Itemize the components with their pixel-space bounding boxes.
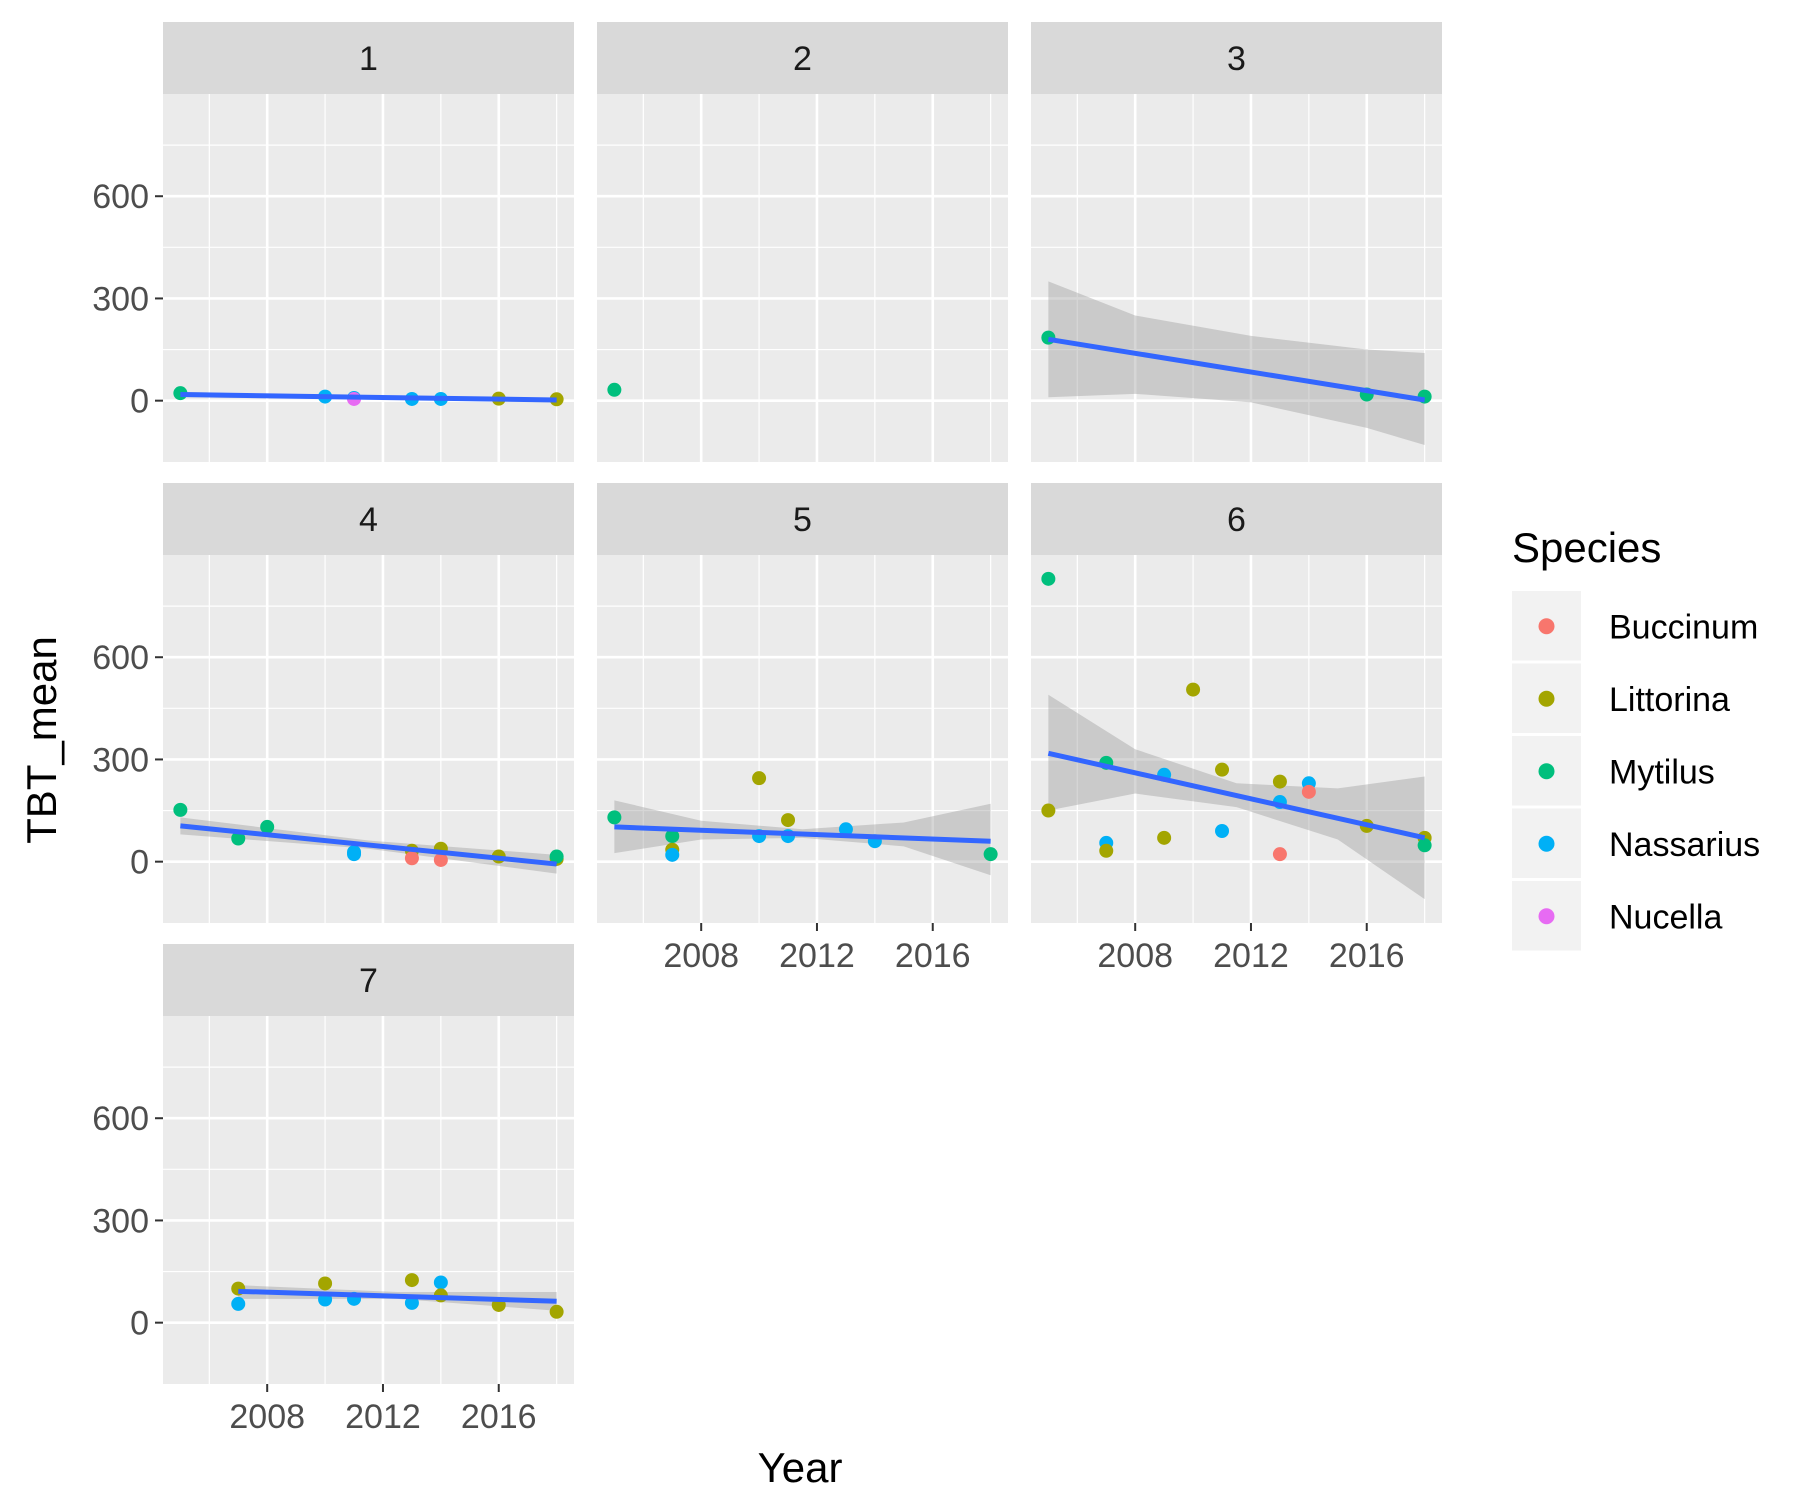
legend: Buccinum Littorina Mytilus Nassarius Nucella bbox=[1512, 591, 1760, 951]
data-point-littorina bbox=[404, 1273, 419, 1288]
y-tick-label: 600 bbox=[92, 1100, 149, 1138]
panel-background bbox=[163, 555, 574, 923]
data-point-mytilus bbox=[173, 802, 188, 817]
x-tick-label: 2008 bbox=[1097, 937, 1173, 975]
data-point-nassarius bbox=[404, 1295, 419, 1310]
legend-label-mytilus: Mytilus bbox=[1609, 753, 1715, 791]
data-point-nassarius bbox=[347, 847, 362, 862]
data-point-nassarius bbox=[665, 847, 680, 862]
legend-label-littorina: Littorina bbox=[1609, 681, 1730, 719]
facet-panel-6: 6 2008 2012 2016 bbox=[1031, 483, 1442, 975]
y-tick-label: 300 bbox=[92, 280, 149, 318]
facet-panel-2: 2 bbox=[597, 22, 1008, 462]
data-point-nassarius bbox=[231, 1296, 246, 1311]
data-point-mytilus bbox=[983, 847, 998, 862]
confidence-band bbox=[614, 800, 991, 876]
data-point-mytilus bbox=[665, 829, 680, 844]
data-point-mytilus bbox=[1041, 571, 1056, 586]
data-point-mytilus bbox=[231, 831, 246, 846]
confidence-band bbox=[1048, 281, 1425, 445]
data-point-littorina bbox=[1041, 803, 1056, 818]
regression-line bbox=[1047, 336, 1426, 403]
facet-panel-4: 4 0 300 600 bbox=[92, 483, 574, 923]
regression-line bbox=[1047, 750, 1426, 841]
x-tick-label: 2012 bbox=[1213, 937, 1289, 975]
facet-panel-1: 1 0 300 600 bbox=[92, 22, 574, 462]
data-point-mytilus bbox=[607, 382, 622, 397]
data-point-littorina bbox=[318, 1276, 333, 1291]
legend-label-buccinum: Buccinum bbox=[1609, 608, 1758, 646]
data-point-buccinum bbox=[433, 852, 448, 867]
legend-key-littorina bbox=[1538, 690, 1555, 707]
facet-panel-3: 3 bbox=[1031, 22, 1442, 462]
facet-strip-label: 6 bbox=[1227, 501, 1246, 539]
facet-strip-label: 5 bbox=[793, 501, 812, 539]
data-point-littorina bbox=[1157, 830, 1172, 845]
facet-strip bbox=[163, 944, 574, 1016]
data-point-mytilus bbox=[260, 819, 275, 834]
x-tick-label: 2016 bbox=[1329, 937, 1405, 975]
legend-title: Species bbox=[1512, 524, 1661, 571]
data-point-buccinum bbox=[1301, 784, 1316, 799]
x-axis-title: Year bbox=[758, 1444, 843, 1491]
facet-panel-5: 5 2008 2012 2016 bbox=[597, 483, 1008, 975]
panel-background bbox=[597, 555, 1008, 923]
x-tick-label: 2016 bbox=[895, 937, 971, 975]
data-point-littorina bbox=[781, 813, 796, 828]
facet-strip bbox=[597, 22, 1008, 94]
regression-line bbox=[180, 392, 557, 403]
facet-strip-label: 4 bbox=[359, 501, 378, 539]
regression-line bbox=[614, 824, 991, 844]
y-tick-label: 0 bbox=[130, 1305, 149, 1343]
data-point-littorina bbox=[1099, 843, 1114, 858]
panel-background bbox=[163, 94, 574, 462]
regression-line bbox=[180, 823, 557, 867]
y-tick-label: 0 bbox=[130, 383, 149, 421]
data-point-buccinum bbox=[404, 851, 419, 866]
y-tick-label: 600 bbox=[92, 639, 149, 677]
data-point-mytilus bbox=[549, 849, 564, 864]
facet-strip-label: 2 bbox=[793, 40, 812, 78]
y-tick-label: 300 bbox=[92, 1202, 149, 1240]
y-tick-label: 0 bbox=[130, 844, 149, 882]
facet-strip-label: 3 bbox=[1227, 40, 1246, 78]
facet-strip bbox=[163, 483, 574, 555]
data-point-nassarius bbox=[433, 1275, 448, 1290]
x-tick-label: 2012 bbox=[345, 1398, 421, 1436]
legend-key-buccinum bbox=[1538, 618, 1555, 635]
y-axis-title: TBT_mean bbox=[18, 636, 65, 844]
data-point-littorina bbox=[752, 771, 767, 786]
x-tick-label: 2012 bbox=[779, 937, 855, 975]
data-point-littorina bbox=[1186, 682, 1201, 697]
data-point-littorina bbox=[1272, 774, 1287, 789]
x-tick-label: 2008 bbox=[229, 1398, 305, 1436]
facet-strip bbox=[1031, 22, 1442, 94]
regression-line bbox=[238, 1288, 557, 1304]
x-tick-label: 2016 bbox=[461, 1398, 537, 1436]
legend-key-nucella bbox=[1538, 908, 1555, 925]
data-point-buccinum bbox=[1272, 847, 1287, 862]
data-point-mytilus bbox=[1417, 838, 1432, 853]
legend-label-nassarius: Nassarius bbox=[1609, 826, 1760, 864]
data-point-littorina bbox=[549, 1304, 564, 1319]
facet-panel-7: 7 0 300 600 2008 2012 2016 bbox=[92, 944, 574, 1436]
data-point-nassarius bbox=[1215, 824, 1230, 838]
panel-background bbox=[163, 1016, 574, 1384]
panel-background bbox=[597, 94, 1008, 462]
facet-strip-label: 1 bbox=[359, 40, 378, 78]
legend-label-nucella: Nucella bbox=[1609, 898, 1722, 936]
x-tick-label: 2008 bbox=[663, 937, 739, 975]
y-tick-label: 600 bbox=[92, 178, 149, 216]
data-point-littorina bbox=[1215, 762, 1230, 777]
facet-strip-label: 7 bbox=[359, 962, 378, 1000]
y-tick-label: 300 bbox=[92, 741, 149, 779]
data-point-nassarius bbox=[838, 822, 853, 837]
facet-strip bbox=[597, 483, 1008, 555]
legend-key-nassarius bbox=[1538, 835, 1555, 852]
legend-key-mytilus bbox=[1538, 763, 1555, 780]
facet-strip bbox=[163, 22, 574, 94]
facet-strip bbox=[1031, 483, 1442, 555]
data-point-mytilus bbox=[607, 810, 622, 825]
